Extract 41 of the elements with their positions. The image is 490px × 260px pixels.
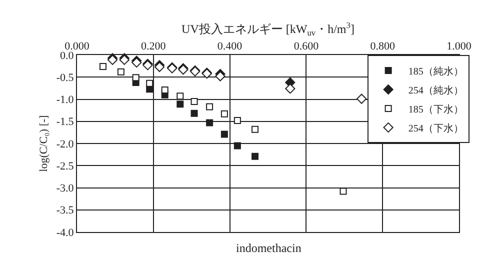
point xyxy=(176,100,184,108)
point xyxy=(234,142,241,150)
point xyxy=(215,71,226,82)
point xyxy=(190,98,198,105)
point xyxy=(99,63,106,70)
y-tick-label: -3.5 xyxy=(56,204,74,217)
point xyxy=(252,126,259,133)
point xyxy=(206,103,214,110)
y-tick-label: -1.0 xyxy=(56,94,74,106)
legend-label: 254（下水） xyxy=(408,122,464,134)
point xyxy=(220,110,228,118)
point xyxy=(132,74,140,82)
y-tick-label: -1.5 xyxy=(56,116,74,128)
point xyxy=(285,84,296,94)
point xyxy=(146,80,154,87)
x-tick-label: 0.800 xyxy=(370,40,396,53)
point xyxy=(206,119,214,126)
point xyxy=(190,110,198,117)
legend-label: 185（純水） xyxy=(408,65,464,78)
y-tick-label: -4.0 xyxy=(56,226,74,239)
text: indomethacin xyxy=(236,241,302,255)
legend-label: 185（下水） xyxy=(408,103,464,116)
x-axis-title: UV投入エネルギー [kW$_{uv}$・h/m$^{3}$] xyxy=(182,20,354,38)
x-tick-label: 0.400 xyxy=(217,40,243,53)
x-tick-label: 0.600 xyxy=(294,40,320,53)
point xyxy=(161,86,168,94)
y-tick-label: -2.5 xyxy=(56,160,74,172)
x-tick-label: 0.200 xyxy=(141,40,166,53)
point xyxy=(252,152,259,160)
y-tick-label: -0.5 xyxy=(56,72,74,84)
point xyxy=(234,116,241,124)
point xyxy=(117,68,124,76)
point xyxy=(356,94,367,104)
point xyxy=(176,92,184,100)
y-tick-label: -3.0 xyxy=(56,182,74,195)
legend-label: 254（純水） xyxy=(408,84,464,96)
x-tick-label: 1.000 xyxy=(446,40,472,53)
y-tick-label: -2.0 xyxy=(56,138,74,150)
point xyxy=(220,130,228,138)
point xyxy=(340,188,347,195)
y-axis-title: log(C/C₀) [-] xyxy=(38,115,50,172)
